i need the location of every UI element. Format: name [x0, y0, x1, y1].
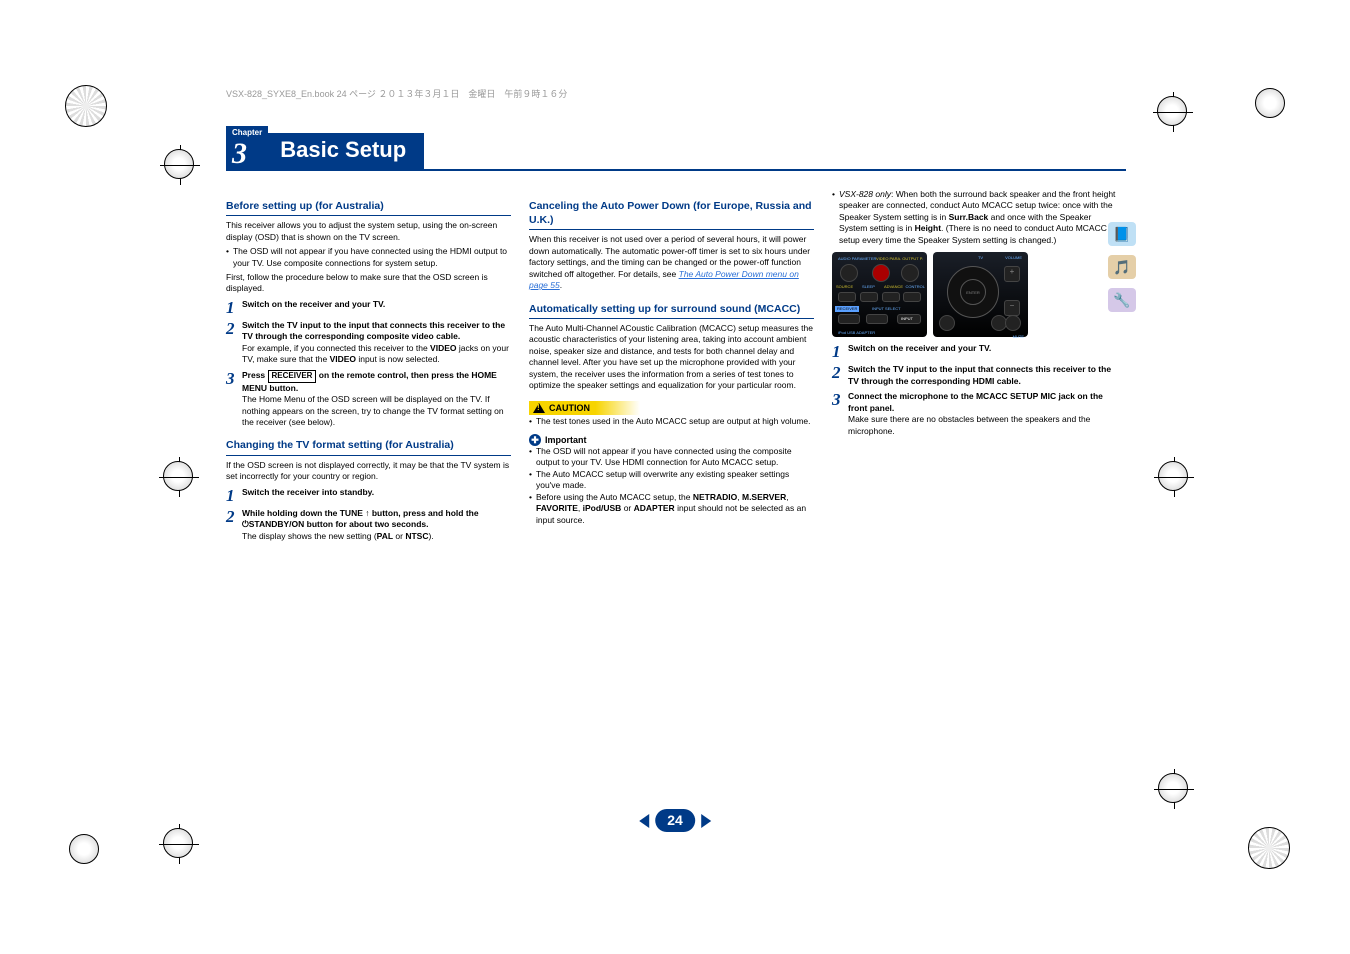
bullet: The OSD will not appear if you have conn… — [529, 446, 814, 469]
receiver-key: RECEIVER — [268, 370, 317, 383]
body-text: If the OSD screen is not displayed corre… — [226, 460, 511, 483]
bullet: The Auto MCACC setup will overwrite any … — [529, 469, 814, 492]
crop-cross — [159, 824, 199, 864]
body-text: When this receiver is not used over a pe… — [529, 234, 814, 291]
step-1: 1 Switch on the receiver and your TV. — [226, 299, 511, 316]
page-number: 24 — [639, 809, 711, 832]
next-arrow-icon[interactable] — [701, 814, 711, 828]
important-label: ✚ Important — [529, 434, 814, 446]
column-3: VSX-828 only: When both the surround bac… — [832, 189, 1117, 542]
chapter-number: 3 — [226, 139, 268, 169]
step-2b: 2 While holding down the TUNE ↑ button, … — [226, 508, 511, 542]
important-icon: ✚ — [529, 434, 541, 446]
page-number-value: 24 — [655, 809, 695, 832]
column-1: Before setting up (for Australia) This r… — [226, 189, 511, 542]
step-3c: 3 Connect the microphone to the MCACC SE… — [832, 391, 1117, 437]
crop-cross — [160, 145, 200, 185]
crop-cross — [1154, 769, 1194, 809]
step-body: The display shows the new setting (PAL o… — [242, 531, 511, 542]
step-2c: 2 Switch the TV input to the input that … — [832, 364, 1117, 387]
remote-left: AUDIO PARAMETER VIDEO PARA. OUTPUT P. SO… — [832, 252, 927, 337]
step-body: For example, if you connected this recei… — [242, 343, 511, 366]
body-text: First, follow the procedure below to mak… — [226, 272, 511, 295]
doc-path: VSX-828_SYXE8_En.book 24 ページ ２０１３年３月１日 金… — [226, 88, 1126, 100]
chapter-title: Basic Setup — [268, 133, 424, 169]
step-3: 3 Press RECEIVER on the remote control, … — [226, 370, 511, 429]
bullet: VSX-828 only: When both the surround bac… — [832, 189, 1117, 246]
step-body: The Home Menu of the OSD screen will be … — [242, 394, 511, 428]
chapter-header: Chapter 3 Basic Setup — [226, 126, 1126, 171]
bullet: The OSD will not appear if you have conn… — [226, 246, 511, 269]
section-heading: Before setting up (for Australia) — [226, 199, 511, 216]
section-heading: Automatically setting up for surround so… — [529, 302, 814, 319]
step-1c: 1 Switch on the receiver and your TV. — [832, 343, 1117, 360]
step-1b: 1 Switch the receiver into standby. — [226, 487, 511, 504]
crop-cross — [1153, 92, 1193, 132]
bullet: The test tones used in the Auto MCACC se… — [529, 416, 814, 427]
print-mark — [1248, 827, 1290, 869]
crop-cross — [1154, 457, 1194, 497]
remote-illustration: AUDIO PARAMETER VIDEO PARA. OUTPUT P. SO… — [832, 252, 1117, 337]
caution-bar: CAUTION — [529, 401, 640, 415]
bullet: Before using the Auto MCACC setup, the N… — [529, 492, 814, 526]
section-heading: Canceling the Auto Power Down (for Europ… — [529, 199, 814, 230]
column-2: Canceling the Auto Power Down (for Europ… — [529, 189, 814, 542]
body-text: This receiver allows you to adjust the s… — [226, 220, 511, 243]
section-heading: Changing the TV format setting (for Aust… — [226, 438, 511, 455]
corner-circle — [1255, 88, 1285, 118]
body-text: The Auto Multi-Channel ACoustic Calibrat… — [529, 323, 814, 392]
step-body: Make sure there are no obstacles between… — [848, 414, 1117, 437]
remote-right: TV VOLUME ENTER + − MUTE — [933, 252, 1028, 337]
crop-cross — [159, 457, 199, 497]
print-mark — [65, 85, 107, 127]
warning-icon — [533, 403, 545, 413]
enter-button: ENTER — [960, 279, 986, 305]
corner-circle — [69, 834, 99, 864]
step-2: 2 Switch the TV input to the input that … — [226, 320, 511, 366]
prev-arrow-icon[interactable] — [639, 814, 649, 828]
